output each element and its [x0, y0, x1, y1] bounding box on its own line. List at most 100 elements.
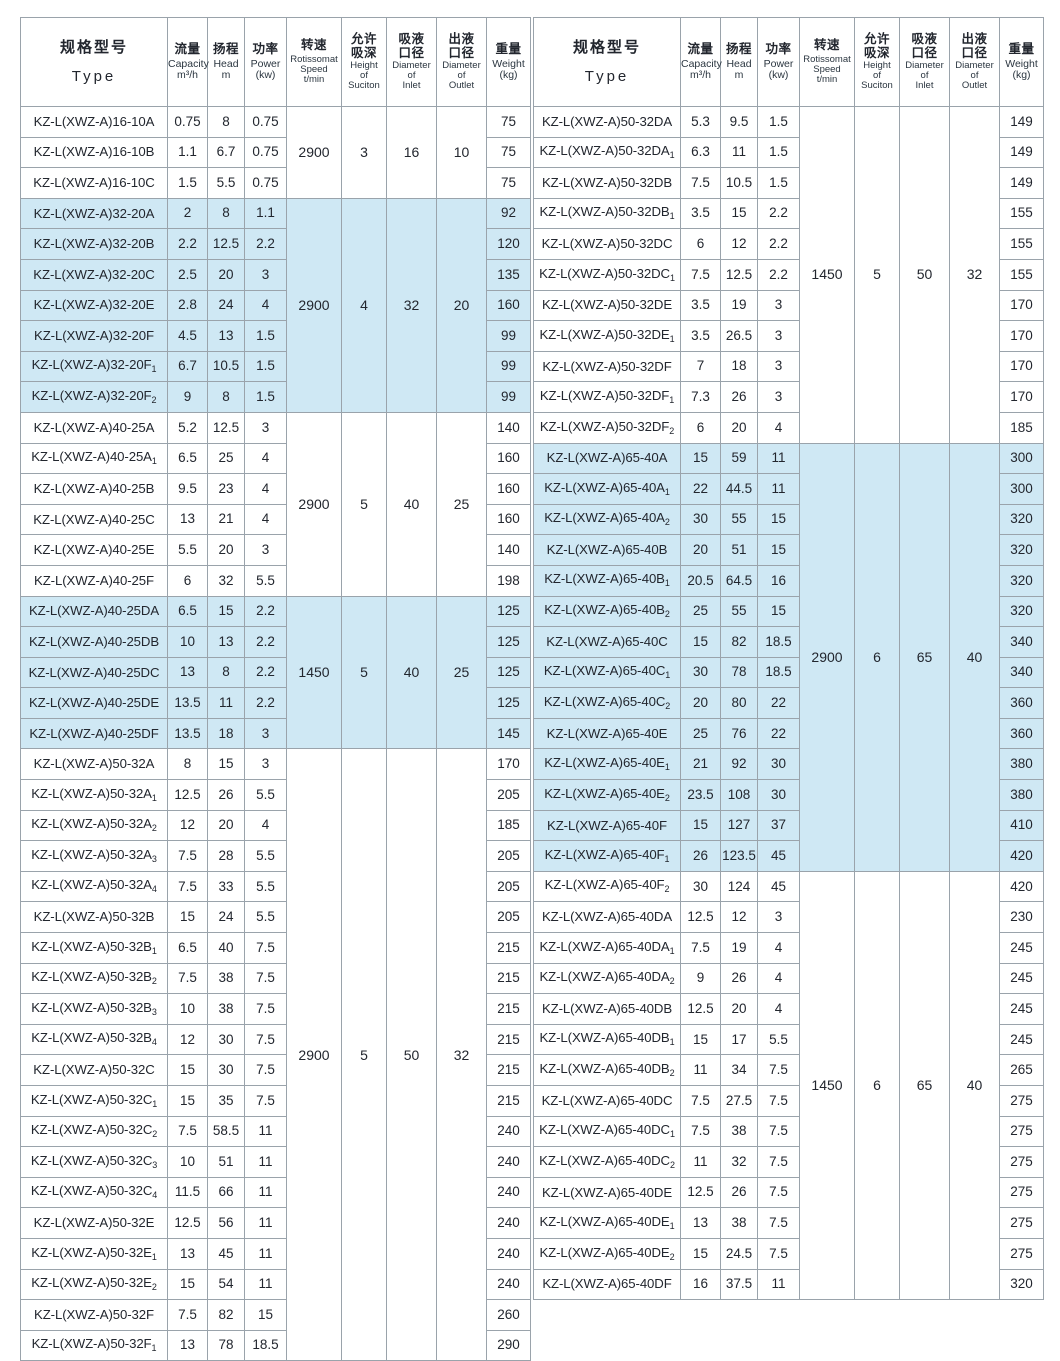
- table-row: KZ-L(XWZ-A)50-32DF1 7.3 26 3 170: [533, 381, 1044, 413]
- cell-head: 28: [207, 840, 245, 872]
- cell-head: 108: [720, 779, 758, 811]
- cell-head: 15: [207, 748, 245, 781]
- cell-capacity: 10: [167, 993, 208, 1025]
- cell-power: 5.5: [244, 840, 287, 872]
- cell-suction-merged: 5: [854, 106, 900, 444]
- cell-head: 18: [720, 350, 758, 383]
- table-row: KZ-L(XWZ-A)50-32DF2 6 20 4 185: [533, 411, 1044, 444]
- cell-type: KZ-L(XWZ-A)50-32B4: [20, 1023, 168, 1056]
- header-weight-en: Weight: [1005, 57, 1038, 70]
- table-body-left: KZ-L(XWZ-A)16-10A 0.75 8 0.75 2900 3 16 10 75 KZ-…: [20, 106, 531, 1361]
- cell-power: 3: [757, 381, 800, 413]
- cell-type: KZ-L(XWZ-A)50-32B1: [20, 932, 168, 964]
- cell-capacity: 12.5: [680, 993, 721, 1025]
- cell-head: 26: [720, 1176, 758, 1209]
- cell-suction-merged: 5: [341, 595, 387, 750]
- cell-weight: 380: [999, 779, 1044, 811]
- cell-type: KZ-L(XWZ-A)50-32E: [20, 1207, 168, 1239]
- cell-type: KZ-L(XWZ-A)50-32DE1: [533, 320, 681, 352]
- cell-capacity: 1.1: [167, 136, 208, 169]
- cell-weight: 320: [999, 534, 1044, 566]
- cell-head: 51: [207, 1146, 245, 1178]
- table-row: KZ-L(XWZ-A)65-40DB 12.5 20 4 245: [533, 993, 1044, 1025]
- cell-weight: 185: [486, 809, 531, 842]
- cell-head: 78: [720, 656, 758, 689]
- header-inlet-en1: Diameter: [392, 60, 431, 72]
- cell-type: KZ-L(XWZ-A)65-40A: [533, 442, 681, 475]
- type-subscript: 1: [669, 394, 675, 405]
- cell-power: 3: [757, 901, 800, 934]
- cell-type: KZ-L(XWZ-A)50-32DF1: [533, 381, 681, 413]
- type-subscript: 2: [669, 976, 675, 987]
- cell-capacity: 20: [680, 534, 721, 566]
- cell-outlet-merged: 25: [436, 595, 487, 750]
- header-head-en: Head: [213, 57, 239, 70]
- cell-weight: 360: [999, 717, 1044, 750]
- header-suction-cn2: 吸深: [350, 46, 377, 61]
- table-row: KZ-L(XWZ-A)65-40F2 30 124 45 1450 6 65 40 420: [533, 870, 1044, 1301]
- header-capacity-cn: 流量: [687, 42, 714, 57]
- type-subscript: 1: [664, 486, 670, 497]
- cell-suction-merged: 3: [341, 106, 387, 199]
- cell-head: 11: [720, 136, 758, 169]
- cell-capacity: 7.5: [167, 1299, 208, 1331]
- header-head-unit: m: [734, 68, 744, 81]
- cell-head: 33: [207, 870, 245, 903]
- cell-type: KZ-L(XWZ-A)40-25E: [20, 534, 168, 566]
- cell-inlet-merged: 65: [899, 870, 950, 1301]
- column-header-suction-height: 允许 吸深 Height of Suciton: [341, 17, 387, 107]
- type-subscript: 1: [151, 1251, 157, 1262]
- cell-weight: 205: [486, 840, 531, 872]
- cell-power: 7.5: [244, 1085, 287, 1117]
- cell-power: 1.5: [244, 320, 287, 352]
- cell-weight: 149: [999, 167, 1044, 199]
- table-row: KZ-L(XWZ-A)65-40DC 7.5 27.5 7.5 275: [533, 1085, 1044, 1117]
- table-row: KZ-L(XWZ-A)32-20F1 6.7 10.5 1.5 99: [20, 350, 531, 383]
- cell-type: KZ-L(XWZ-A)65-40DC2: [533, 1146, 681, 1178]
- cell-type: KZ-L(XWZ-A)65-40DE1: [533, 1207, 681, 1239]
- cell-type: KZ-L(XWZ-A)50-32A1: [20, 779, 168, 811]
- cell-power: 5.5: [757, 1023, 800, 1056]
- cell-capacity: 11.5: [167, 1176, 208, 1209]
- table-row: KZ-L(XWZ-A)65-40A 15 59 11 2900 6 65 40 300: [533, 442, 1044, 872]
- cell-weight: 140: [486, 534, 531, 566]
- cell-head: 38: [207, 993, 245, 1025]
- cell-type: KZ-L(XWZ-A)65-40F: [533, 809, 681, 842]
- cell-power: 5.5: [244, 870, 287, 903]
- header-speed-cn: 转速: [813, 38, 840, 53]
- cell-suction-merged: 5: [341, 748, 387, 1361]
- cell-capacity: 12.5: [680, 1176, 721, 1209]
- cell-capacity: 12.5: [167, 1207, 208, 1239]
- header-inlet-en1: Diameter: [905, 60, 944, 72]
- table-row: KZ-L(XWZ-A)65-40E 25 76 22 360: [533, 717, 1044, 750]
- cell-speed-merged: 2900: [286, 411, 342, 597]
- cell-weight: 360: [999, 687, 1044, 719]
- table-row: KZ-L(XWZ-A)65-40C 15 82 18.5 340: [533, 626, 1044, 658]
- cell-weight: 155: [999, 197, 1044, 230]
- type-subscript: 2: [664, 609, 670, 620]
- cell-type: KZ-L(XWZ-A)50-32B2: [20, 962, 168, 995]
- cell-suction-merged: 4: [341, 197, 387, 413]
- type-subscript: 2: [152, 1129, 158, 1140]
- cell-power: 15: [757, 534, 800, 566]
- cell-capacity: 15: [680, 1237, 721, 1270]
- header-inlet-cn1: 吸液: [398, 31, 425, 46]
- cell-weight: 145: [486, 717, 531, 750]
- cell-weight: 215: [486, 1023, 531, 1056]
- table-row: KZ-L(XWZ-A)50-32C2 7.5 58.5 11 240: [20, 1115, 531, 1148]
- cell-type: KZ-L(XWZ-A)65-40B1: [533, 564, 681, 597]
- cell-capacity: 25: [680, 595, 721, 628]
- type-subscript: 4: [152, 1190, 158, 1201]
- header-inlet-en3: Inlet: [915, 80, 934, 92]
- cell-type: KZ-L(XWZ-A)65-40DB1: [533, 1023, 681, 1056]
- table-row: KZ-L(XWZ-A)65-40F 15 127 37 410: [533, 809, 1044, 842]
- table-row: KZ-L(XWZ-A)50-32C 15 30 7.5 215: [20, 1054, 531, 1086]
- cell-capacity: 15: [167, 1054, 208, 1086]
- cell-weight: 320: [999, 1268, 1044, 1301]
- cell-head: 12: [720, 228, 758, 260]
- cell-capacity: 3.5: [680, 320, 721, 352]
- table-row: KZ-L(XWZ-A)32-20C 2.5 20 3 135: [20, 258, 531, 291]
- cell-capacity: 6.5: [167, 442, 208, 475]
- type-subscript: 2: [669, 425, 675, 436]
- pump-spec-table-right: 规格型号 Type 流量 Capacity m³/h 扬程 Head m 功率 …: [533, 17, 1044, 1301]
